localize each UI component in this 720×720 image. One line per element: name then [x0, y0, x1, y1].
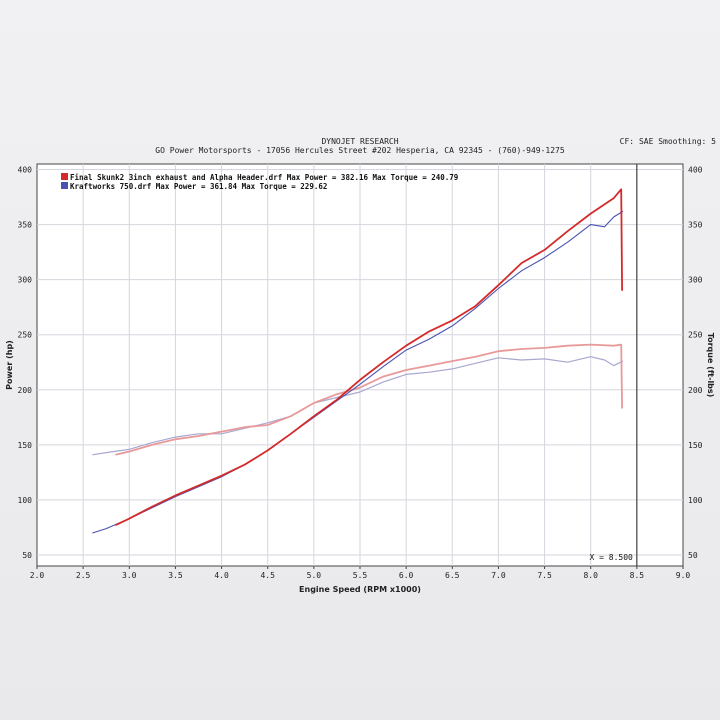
y2-tick-label: 50 — [688, 551, 698, 560]
x-tick-label: 7.0 — [491, 571, 506, 580]
y2-tick-label: 250 — [688, 331, 703, 340]
y2-tick-label: 200 — [688, 386, 703, 395]
series-lines — [92, 188, 624, 534]
legend: Final Skunk2 3inch exhaust and Alpha Hea… — [61, 173, 459, 191]
legend-entry-2: Kraftworks 750.drf Max Power = 361.84 Ma… — [70, 182, 327, 191]
x-axis-label: Engine Speed (RPM x1000) — [299, 585, 421, 594]
cursor-label: X = 8.500 — [589, 553, 633, 562]
y2-tick-label: 400 — [688, 166, 703, 175]
y2-tick-label: 100 — [688, 496, 703, 505]
y2-tick-label: 350 — [688, 221, 703, 230]
y-tick-label: 150 — [18, 441, 33, 450]
x-tick-label: 3.0 — [122, 571, 137, 580]
y2-axis-label: Torque (ft-lbs) — [706, 333, 715, 398]
correction-settings: CF: SAE Smoothing: 5 — [619, 137, 716, 146]
legend-swatch-1 — [61, 173, 68, 180]
y-axis-ticks: 400 350 300 250 200 150 100 50 — [18, 166, 33, 560]
grid — [37, 164, 683, 566]
x-tick-label: 2.5 — [76, 571, 91, 580]
x-tick-label: 8.0 — [583, 571, 598, 580]
series-line-power-skunk2 — [115, 188, 623, 527]
chart-title: DYNOJET RESEARCH — [321, 137, 399, 146]
series-line-power-kraftworks — [92, 210, 624, 534]
y-tick-label: 250 — [18, 331, 33, 340]
x-tick-label: 2.0 — [30, 571, 45, 580]
x-tick-label: 9.0 — [676, 571, 691, 580]
series-line-torque-skunk2 — [115, 343, 623, 456]
y2-axis-ticks: 400 350 300 250 200 150 100 50 — [688, 166, 703, 560]
x-tick-label: 6.0 — [399, 571, 414, 580]
y-tick-label: 300 — [18, 276, 33, 285]
x-tick-label: 3.5 — [168, 571, 183, 580]
x-tick-label: 4.5 — [260, 571, 275, 580]
y-tick-label: 350 — [18, 221, 33, 230]
y2-tick-label: 300 — [688, 276, 703, 285]
chart-subtitle: GO Power Motorsports - 17056 Hercules St… — [155, 146, 565, 155]
series-line-torque-kraftworks — [92, 356, 624, 456]
x-axis-ticks: 2.0 2.5 3.0 3.5 4.0 4.5 5.0 5.5 6.0 6.5 7.0 7.5 8.0 8… — [30, 566, 691, 580]
x-tick-label: 8.5 — [630, 571, 645, 580]
x-tick-label: 4.0 — [214, 571, 229, 580]
y-tick-label: 50 — [22, 551, 32, 560]
legend-entry-1: Final Skunk2 3inch exhaust and Alpha Hea… — [70, 173, 459, 182]
x-tick-label: 5.0 — [307, 571, 322, 580]
y-tick-label: 400 — [18, 166, 33, 175]
x-tick-label: 6.5 — [445, 571, 460, 580]
legend-swatch-2 — [61, 182, 68, 189]
y-tick-label: 200 — [18, 386, 33, 395]
x-tick-label: 7.5 — [537, 571, 552, 580]
x-tick-label: 5.5 — [353, 571, 368, 580]
y-axis-label: Power (hp) — [5, 340, 14, 390]
y2-tick-label: 150 — [688, 441, 703, 450]
y-tick-label: 100 — [18, 496, 33, 505]
